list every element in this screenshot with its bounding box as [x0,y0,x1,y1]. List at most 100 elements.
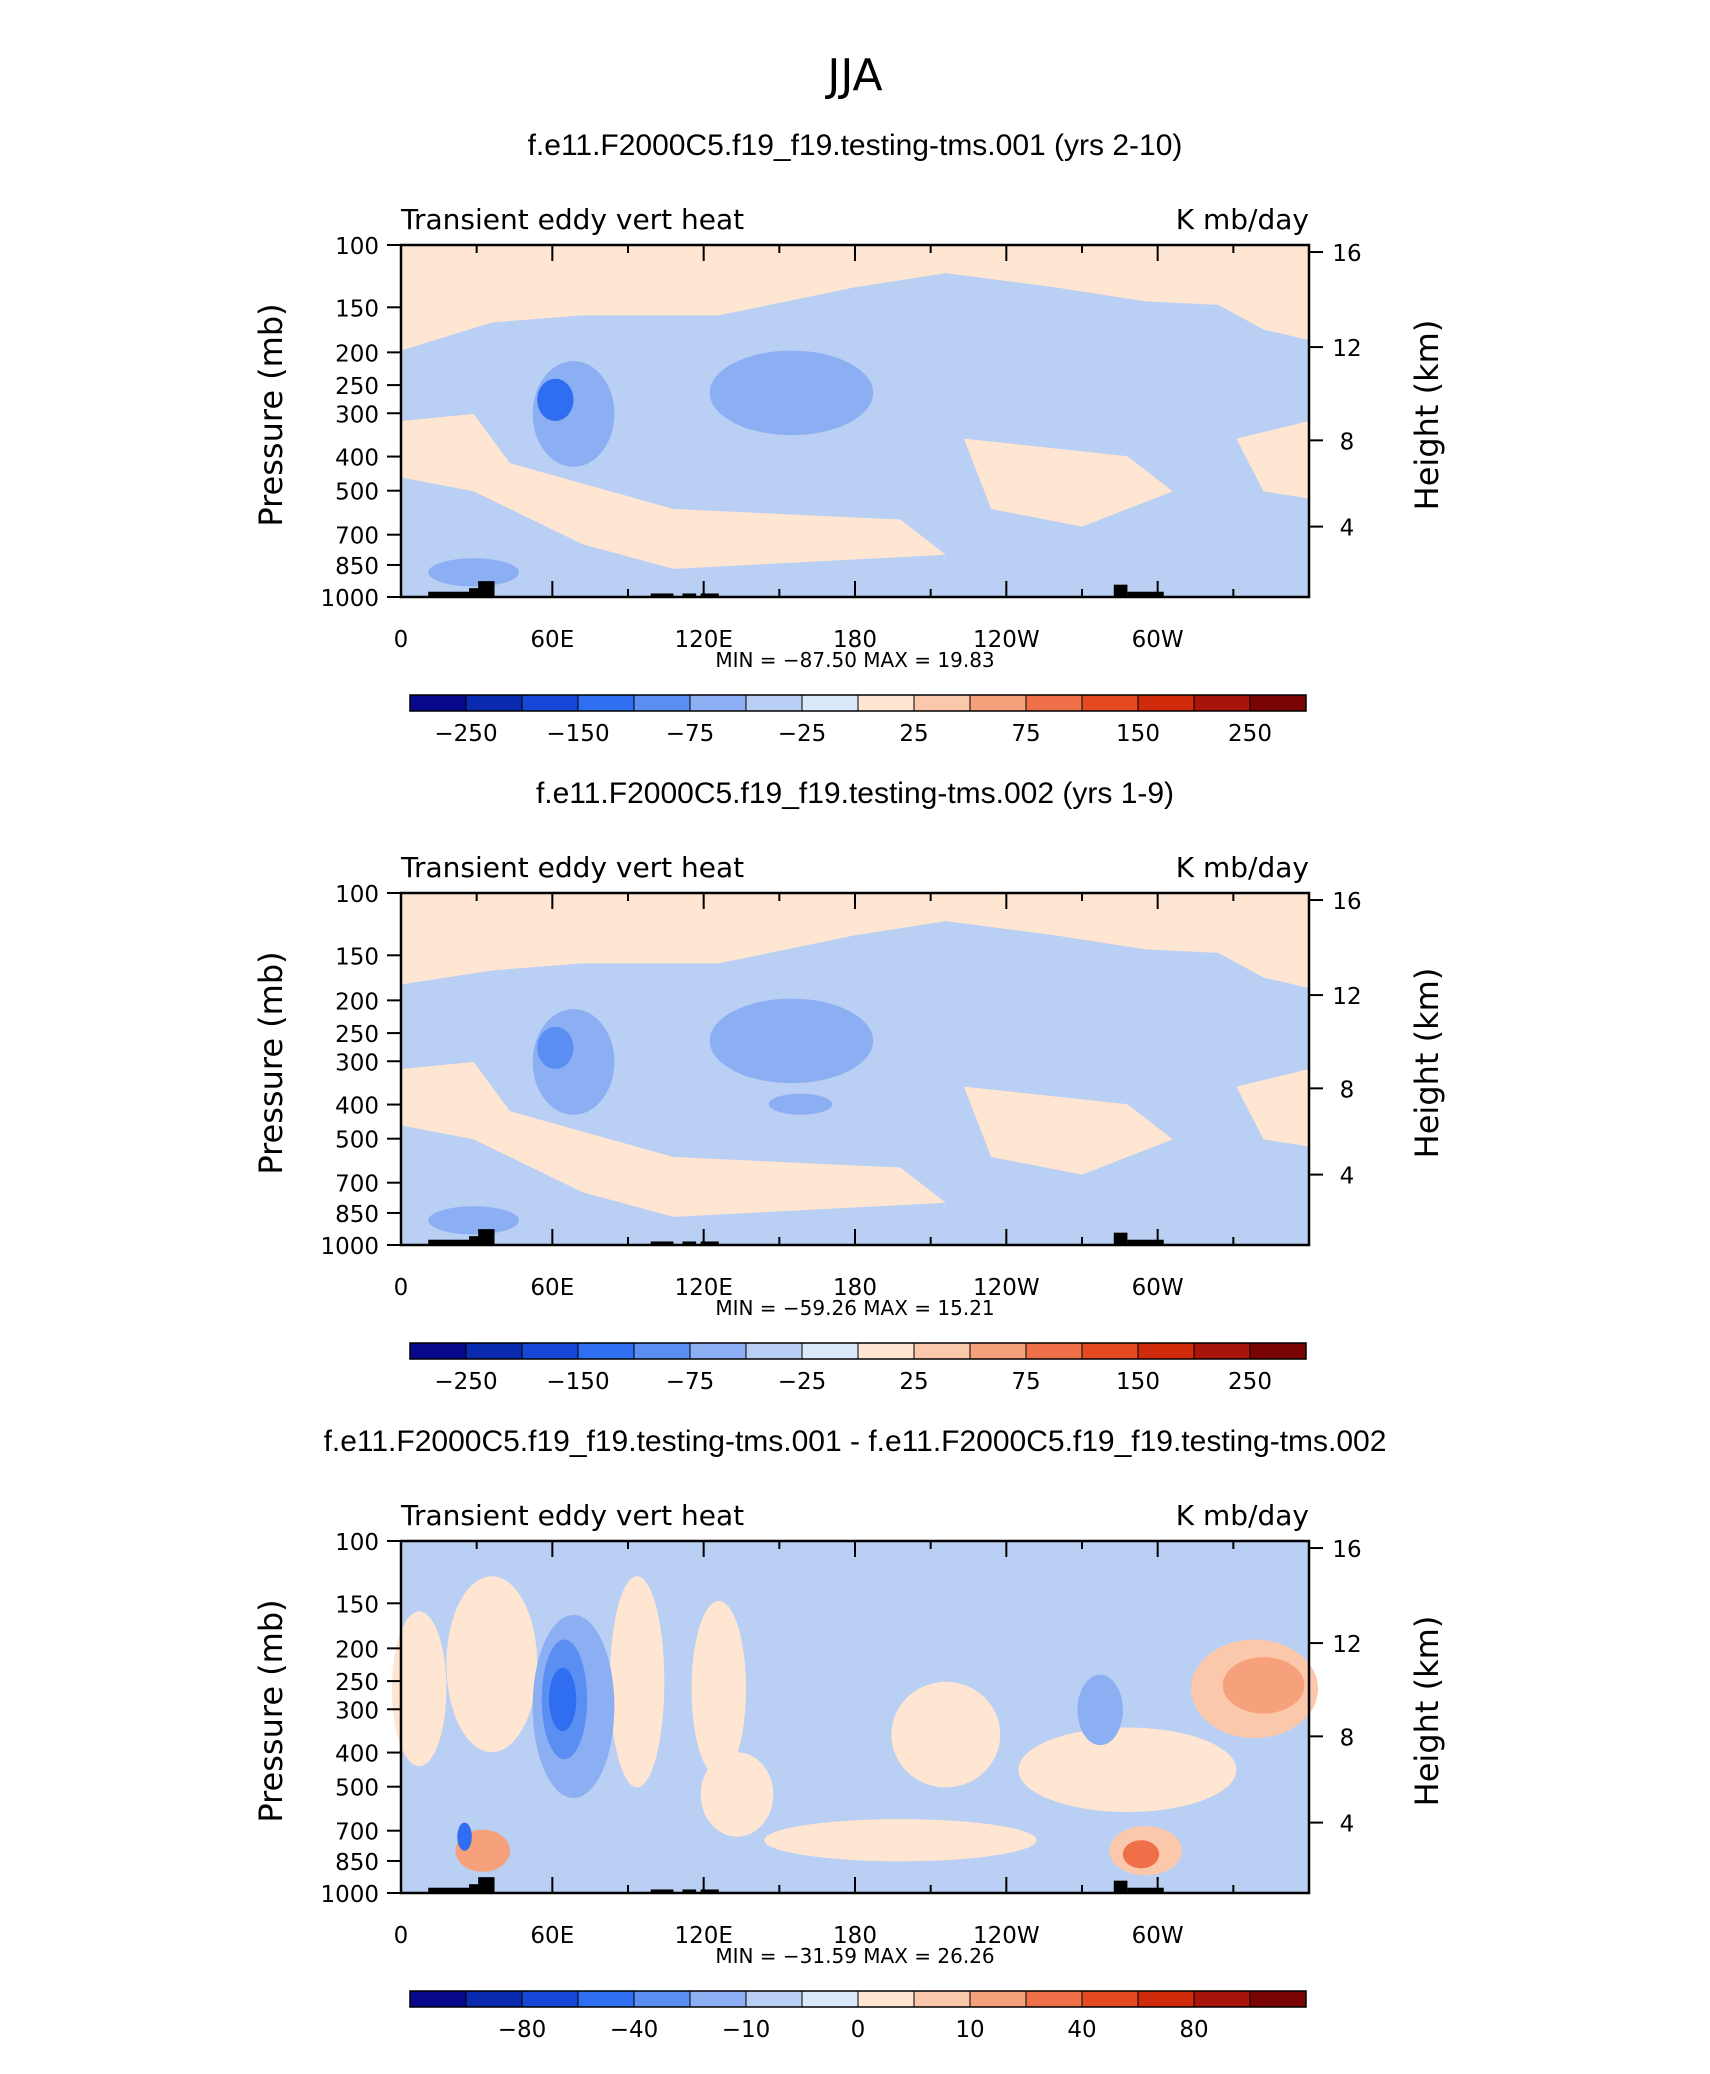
colorbar-label: 150 [1116,721,1160,747]
colorbar-box [745,1342,803,1360]
topography [478,1229,495,1245]
field-warm-lower-mid [963,438,1173,527]
colorbar-label: −80 [498,2017,547,2043]
y-tick-label: 250 [335,1022,379,1048]
colorbar-label: 40 [1067,2017,1096,2043]
y-tick-label: 150 [335,1592,379,1618]
x-tick-label: 60W [1132,627,1184,653]
y-tick-label: 250 [335,374,379,400]
colorbar-box [1249,694,1307,712]
colorbar-box [633,1990,691,2008]
x-tick-label: 180 [833,627,877,653]
colorbar-box [1137,1342,1195,1360]
colorbar-label: −250 [434,1369,497,1395]
x-tick-label: 120W [973,627,1040,653]
topography [478,1877,495,1893]
field-warm-upper [401,245,1309,351]
y-right-tick-label: 8 [1340,1077,1355,1103]
topography [650,593,674,597]
y-right-tick-label: 12 [1332,984,1361,1010]
colorbar-box [1193,1990,1251,2008]
field-cool-spot [457,1822,472,1851]
topography [700,1241,719,1245]
field-cool-small [768,1093,833,1115]
colorbar-label: −25 [778,1369,827,1395]
topography [1113,1880,1128,1893]
y-tick-label: 400 [335,446,379,472]
colorbar-box [577,1342,635,1360]
colorbar-label: 25 [899,1369,928,1395]
page-title: JJA [824,50,882,101]
colorbar-box [1193,694,1251,712]
topography [700,593,719,597]
colorbar-box [409,1342,467,1360]
colorbar-label: 75 [1011,721,1040,747]
colorbar-box [969,694,1027,712]
x-tick-label: 180 [833,1275,877,1301]
y-axis-label-right: Height (km) [1408,1616,1446,1807]
y-tick-label: 500 [335,480,379,506]
chart-panel: f.e11.F2000C5.f19_f19.testing-tms.002 (y… [252,777,1446,1395]
field-cool-surface [428,1206,520,1235]
y-tick-label: 200 [335,989,379,1015]
y-right-tick-label: 16 [1332,241,1361,267]
colorbar-box [1025,694,1083,712]
y-right-tick-label: 8 [1340,1725,1355,1751]
y-tick-label: 400 [335,1742,379,1768]
colorbar-box [1081,694,1139,712]
topography [428,1239,483,1245]
x-tick-label: 120W [973,1923,1040,1949]
colorbar-frame [409,1990,1307,2008]
colorbar-box [857,1342,915,1360]
colorbar-box [1025,1990,1083,2008]
topography [682,1241,697,1245]
topography [1113,584,1128,597]
field-cool-120w [1077,1674,1123,1746]
panel-title: f.e11.F2000C5.f19_f19.testing-tms.001 - … [324,1425,1387,1458]
y-tick-label: 300 [335,1050,379,1076]
field-warm-surface-core [1122,1840,1160,1869]
topography [428,591,483,597]
x-tick-label: 120E [674,1923,732,1949]
subtitle-right: K mb/day [1176,203,1309,236]
min-max-label: MIN = −87.50 MAX = 19.83 [715,648,994,672]
colorbar-box [857,1990,915,2008]
y-right-tick-label: 8 [1340,429,1355,455]
field-cool-pacific [709,998,874,1084]
y-tick-label: 700 [335,1172,379,1198]
field-cool-surface [428,558,520,587]
colorbar-label: −75 [666,721,715,747]
colorbar-box [1193,1342,1251,1360]
field-warm-patch [446,1576,538,1753]
colorbar-box [577,1990,635,2008]
subtitle-left: Transient eddy vert heat [400,1499,744,1532]
x-tick-label: 180 [833,1923,877,1949]
colorbar-frame [409,1342,1307,1360]
colorbar-box [689,1990,747,2008]
colorbar-label: 80 [1179,2017,1208,2043]
chart-panel: f.e11.F2000C5.f19_f19.testing-tms.001 - … [252,1425,1446,2043]
field-warm-patch [891,1681,1001,1788]
field-warm-upper [401,893,1309,989]
y-right-tick-label: 4 [1340,516,1355,542]
x-tick-label: 120W [973,1275,1040,1301]
x-tick-label: 60W [1132,1923,1184,1949]
y-tick-label: 700 [335,524,379,550]
y-right-tick-label: 16 [1332,889,1361,915]
colorbar-label: 150 [1116,1369,1160,1395]
colorbar-box [521,1342,579,1360]
colorbar-label: 250 [1228,1369,1272,1395]
chart-panel: f.e11.F2000C5.f19_f19.testing-tms.001 (y… [252,129,1446,747]
field-warm-patch [691,1600,747,1777]
field-cool-core [537,1026,574,1069]
topography [1127,1887,1164,1893]
field-warm-patch [700,1752,774,1837]
colorbar-box [801,694,859,712]
y-tick-label: 1000 [320,1234,379,1260]
y-tick-label: 500 [335,1128,379,1154]
colorbar-box [1249,1342,1307,1360]
colorbar-box [689,1342,747,1360]
y-right-tick-label: 16 [1332,1537,1361,1563]
field-warm-lower-left [401,1061,946,1217]
